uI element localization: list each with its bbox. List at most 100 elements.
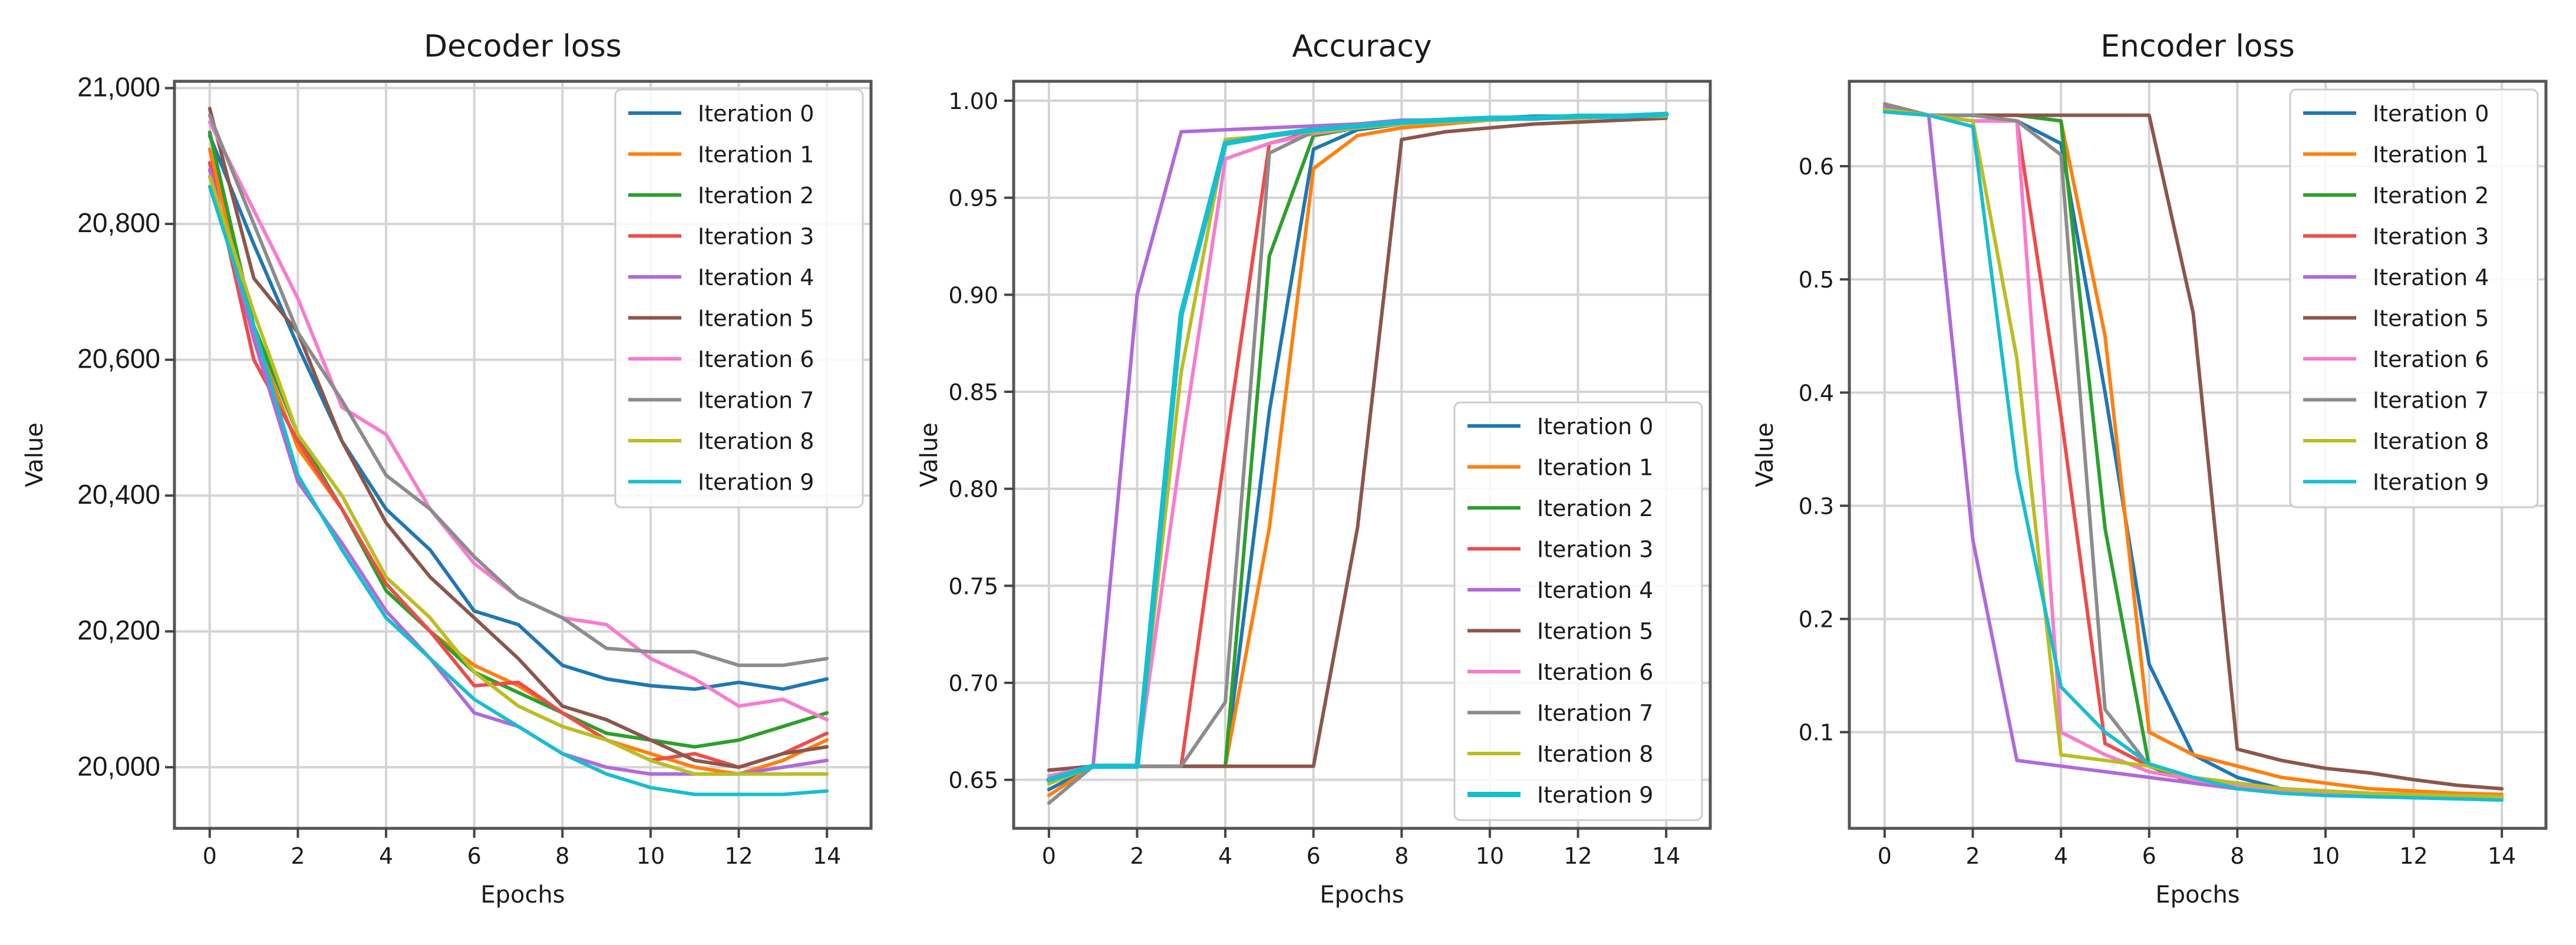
x-axis-label: Epochs xyxy=(480,881,565,908)
y-tick-label: 0.2 xyxy=(1799,607,1834,633)
axes-frame xyxy=(1848,80,2548,830)
legend-label: Iteration 4 xyxy=(1537,577,1653,603)
chart-panel-2: 0 2 4 6 8 10 12 14 0.65 0.70 0.75 0.80 0.85 0.90 0.95 1… xyxy=(916,29,1712,908)
legend-label: Iteration 4 xyxy=(2373,265,2489,290)
legend-label: Iteration 1 xyxy=(2373,142,2489,168)
legend-label: Iteration 2 xyxy=(698,183,814,209)
legend-label: Iteration 8 xyxy=(698,428,814,454)
legend: Iteration 0 Iteration 1 Iteration 2 Iterati… xyxy=(1453,401,1703,821)
series-group xyxy=(1882,102,2504,802)
y-tick-label: 1.00 xyxy=(948,88,998,114)
y-tick-label: 0.70 xyxy=(948,670,998,696)
series-line-iteration-5 xyxy=(207,107,829,769)
y-tick-label: 0.75 xyxy=(948,573,998,599)
y-tick-label: 20,600 xyxy=(77,343,160,374)
x-tick-label: 0 xyxy=(203,843,217,869)
legend-label: Iteration 2 xyxy=(1537,495,1653,521)
legend-label: Iteration 2 xyxy=(2373,183,2489,209)
series-line-iteration-9 xyxy=(207,184,829,797)
legend-label: Iteration 7 xyxy=(2373,388,2489,414)
x-axis-label: Epochs xyxy=(1320,881,1404,908)
legend-label: Iteration 9 xyxy=(2373,470,2489,495)
y-tick-label: 0.95 xyxy=(948,186,998,212)
chart-title: Encoder loss xyxy=(2100,29,2295,64)
x-tick-label: 8 xyxy=(1394,843,1409,869)
legend-label: Iteration 0 xyxy=(698,101,814,127)
chart-title: Decoder loss xyxy=(424,29,622,64)
x-tick-label: 14 xyxy=(2488,843,2516,869)
y-tick-label: 20,200 xyxy=(77,615,160,646)
series-line-iteration-5 xyxy=(1882,102,2504,791)
legend-label: Iteration 4 xyxy=(698,265,814,290)
y-tick-label: 20,400 xyxy=(77,479,160,510)
legend-label: Iteration 7 xyxy=(1537,701,1653,726)
legend-label: Iteration 6 xyxy=(698,346,814,372)
y-tick-label: 0.65 xyxy=(948,768,998,794)
y-tick-label: 0.85 xyxy=(948,379,998,405)
x-tick-label: 12 xyxy=(724,843,753,869)
series-line-iteration-8 xyxy=(207,174,829,776)
legend-label: Iteration 9 xyxy=(698,470,814,495)
x-tick-label: 8 xyxy=(2230,843,2244,869)
x-tick-label: 0 xyxy=(1042,843,1056,869)
legend-label: Iteration 5 xyxy=(2373,306,2489,332)
y-axis-label: Value xyxy=(1752,422,1779,487)
x-tick-label: 12 xyxy=(1564,843,1592,869)
x-tick-label: 2 xyxy=(1965,843,1980,869)
series-group xyxy=(1046,111,1669,805)
y-tick-label: 0.4 xyxy=(1799,380,1834,406)
chart-title: Accuracy xyxy=(1292,29,1432,64)
legend-label: Iteration 8 xyxy=(2373,428,2489,454)
x-tick-label: 4 xyxy=(1218,843,1232,869)
x-tick-label: 10 xyxy=(2311,843,2340,869)
x-tick-label: 12 xyxy=(2399,843,2427,869)
x-tick-label: 4 xyxy=(379,843,393,869)
legend-label: Iteration 7 xyxy=(698,388,814,414)
series-line-iteration-7 xyxy=(207,113,829,668)
legend-label: Iteration 3 xyxy=(698,224,814,250)
legend-label: Iteration 3 xyxy=(2373,224,2489,250)
y-tick-label: 0.5 xyxy=(1799,267,1834,293)
legend-label: Iteration 0 xyxy=(1537,414,1653,440)
axes-frame xyxy=(1012,80,1712,830)
y-tick-label: 0.6 xyxy=(1799,154,1834,180)
chart-panel-1: 0 2 4 6 8 10 12 14 20,000 20,200 20,400 20,600 20,80… xyxy=(21,29,873,908)
legend-label: Iteration 6 xyxy=(2373,346,2489,372)
legend-label: Iteration 8 xyxy=(1537,741,1653,767)
series-line-iteration-1 xyxy=(207,147,829,776)
y-tick-label: 0.90 xyxy=(948,282,998,308)
legend-label: Iteration 9 xyxy=(1537,782,1653,808)
x-tick-label: 14 xyxy=(813,843,841,869)
axes-frame xyxy=(173,80,873,830)
y-axis-label: Value xyxy=(21,422,48,487)
series-line-iteration-9 xyxy=(1882,110,2504,802)
legend-label: Iteration 1 xyxy=(698,142,814,168)
series-line-iteration-2 xyxy=(207,130,829,749)
chart-panel-3: 0 2 4 6 8 10 12 14 0.1 0.2 0.3 0.4 0.5 0.6 Encoder los… xyxy=(1752,29,2548,908)
y-tick-label: 20,000 xyxy=(77,751,160,781)
series-line-iteration-0 xyxy=(207,134,829,691)
x-tick-label: 2 xyxy=(1130,843,1144,869)
series-line-iteration-3 xyxy=(207,161,829,769)
x-tick-label: 10 xyxy=(636,843,665,869)
x-axis-label: Epochs xyxy=(2155,881,2239,908)
legend-label: Iteration 5 xyxy=(1537,619,1653,645)
y-tick-label: 0.1 xyxy=(1799,720,1834,746)
legend: Iteration 0 Iteration 1 Iteration 2 Iterati… xyxy=(614,88,864,508)
series-line-iteration-9 xyxy=(1046,111,1669,783)
legend-label: Iteration 6 xyxy=(1537,659,1653,685)
x-tick-label: 14 xyxy=(1652,843,1680,869)
y-tick-label: 0.3 xyxy=(1799,493,1834,519)
x-tick-label: 4 xyxy=(2054,843,2068,869)
x-tick-label: 6 xyxy=(2142,843,2156,869)
y-axis-label: Value xyxy=(916,422,943,487)
y-tick-label: 20,800 xyxy=(77,207,160,238)
x-tick-label: 10 xyxy=(1476,843,1504,869)
legend-label: Iteration 1 xyxy=(1537,455,1653,481)
y-tick-label: 0.80 xyxy=(948,477,998,503)
x-tick-label: 8 xyxy=(555,843,569,869)
series-group xyxy=(207,107,829,797)
legend-label: Iteration 5 xyxy=(698,306,814,332)
